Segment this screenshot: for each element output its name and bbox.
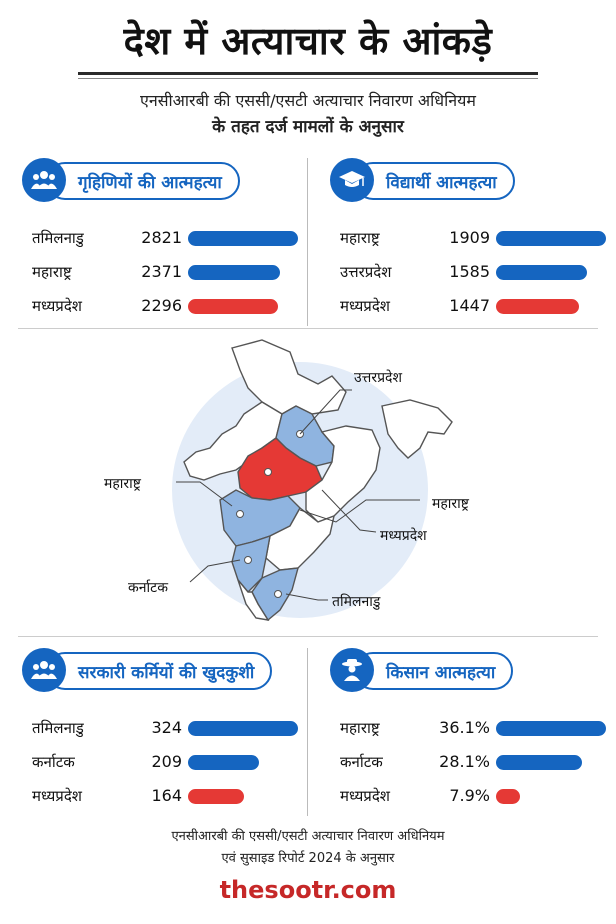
bar-value-label: 7.9% [449, 786, 490, 805]
title-divider-thin [78, 78, 538, 79]
bar-value-label: 36.1% [439, 718, 490, 737]
bar [496, 789, 520, 804]
farmer-icon [330, 648, 374, 692]
bar-row: कर्नाटक 28.1% [340, 748, 616, 776]
bar-value-label: 2371 [141, 262, 182, 281]
map-northeast [381, 399, 453, 459]
bar-row: महाराष्ट्र 1909 [340, 224, 616, 252]
bar [188, 231, 298, 246]
marker-mh [236, 510, 244, 518]
bar-category-label: महाराष्ट्र [32, 263, 72, 281]
bar-value-label: 28.1% [439, 752, 490, 771]
subtitle-line1: एनसीआरबी की एससी/एसटी अत्याचार निवारण अध… [139, 91, 476, 110]
marker-ka [244, 556, 252, 564]
bar-category-label: महाराष्ट्र [340, 229, 380, 247]
bar [496, 721, 606, 736]
bar-category-label: तमिलनाडु [32, 719, 84, 737]
chart-title-text: किसान आत्महत्या [386, 662, 496, 683]
bar-value-label: 209 [151, 752, 182, 771]
group-icon [22, 648, 66, 692]
bar-category-label: मध्यप्रदेश [32, 297, 83, 315]
bar [496, 299, 579, 314]
bar-row: कर्नाटक 209 [32, 748, 312, 776]
leader-ka [189, 559, 241, 583]
chart-panel-govt-employees: सरकारी कर्मियों की खुदकुशी तमिलनाडु 324 कर्… [22, 648, 304, 818]
map-label-ka: कर्नाटक [128, 580, 168, 596]
bar-category-label: मध्यप्रदेश [32, 787, 83, 805]
chart-title-text: गृहिणियों की आत्महत्या [78, 172, 222, 193]
map-label-mh-right: महाराष्ट्र [432, 496, 469, 512]
bar-row: उत्तरप्रदेश 1585 [340, 258, 616, 286]
subtitle-line2: के तहत दर्ज मामलों के अनुसार [212, 117, 404, 137]
map-label-tn: तमिलनाडु [332, 594, 381, 610]
page-title: देश में अत्याचार के आंकड़े [123, 19, 493, 63]
marker-mp [264, 468, 272, 476]
india-map [172, 339, 453, 622]
bar-row: महाराष्ट्र 36.1% [340, 714, 616, 742]
brand-logo-text: thesootr.com [219, 876, 397, 904]
map-label-up: उत्तरप्रदेश [354, 370, 402, 386]
section-divider-bottom [18, 636, 598, 637]
bar-row: मध्यप्रदेश 164 [32, 782, 312, 810]
bar-category-label: उत्तरप्रदेश [340, 263, 392, 281]
bar-category-label: मध्यप्रदेश [340, 297, 391, 315]
bar-category-label: कर्नाटक [340, 753, 383, 771]
group-icon [22, 158, 66, 202]
bar [188, 721, 298, 736]
bar-value-label: 1447 [449, 296, 490, 315]
bar-row: तमिलनाडु 324 [32, 714, 312, 742]
bar [496, 265, 587, 280]
chart-panel-housewives: गृहिणियों की आत्महत्या तमिलनाडु 2821 महाराष… [22, 158, 304, 328]
chart-title: सरकारी कर्मियों की खुदकुशी [46, 652, 273, 690]
map-south-east-states [265, 506, 335, 571]
bar-row: मध्यप्रदेश 7.9% [340, 782, 616, 810]
bar-value-label: 1585 [449, 262, 490, 281]
bar-category-label: कर्नाटक [32, 753, 75, 771]
chart-title-text: सरकारी कर्मियों की खुदकुशी [78, 662, 255, 683]
chart-panel-farmers: किसान आत्महत्या महाराष्ट्र 36.1% कर्नाटक 28.… [330, 648, 612, 818]
bar [188, 299, 278, 314]
marker-tn [274, 590, 282, 598]
bar-value-label: 2821 [141, 228, 182, 247]
leader-tn [285, 593, 328, 601]
map-label-mp: मध्यप्रदेश [380, 528, 427, 544]
bar-row: मध्यप्रदेश 2296 [32, 292, 312, 320]
bar-row: मध्यप्रदेश 1447 [340, 292, 616, 320]
leader-up [299, 389, 352, 435]
bar [496, 755, 582, 770]
bar-value-label: 2296 [141, 296, 182, 315]
leader-mh-left [176, 481, 233, 507]
title-divider [78, 72, 538, 75]
map-label-mh-left: महाराष्ट्र [104, 476, 141, 492]
graduation-cap-icon [330, 158, 374, 202]
map-kerala [237, 579, 270, 621]
bar [188, 789, 244, 804]
chart-title: गृहिणियों की आत्महत्या [46, 162, 240, 200]
footer-source-line2: एवं सुसाइड रिपोर्ट 2024 के अनुसार [221, 851, 395, 866]
chart-panel-students: विद्यार्थी आत्महत्या महाराष्ट्र 1909 उत्तरप… [330, 158, 612, 328]
chart-title-text: विद्यार्थी आत्महत्या [386, 172, 497, 193]
chart-title: किसान आत्महत्या [354, 652, 514, 690]
chart-title: विद्यार्थी आत्महत्या [354, 162, 515, 200]
section-divider-top [18, 328, 598, 329]
bar-value-label: 1909 [449, 228, 490, 247]
bar-category-label: मध्यप्रदेश [340, 787, 391, 805]
footer-source-line1: एनसीआरबी की एससी/एसटी अत्याचार निवारण अध… [171, 829, 445, 844]
bar [188, 755, 259, 770]
bar-row: महाराष्ट्र 2371 [32, 258, 312, 286]
bar [496, 231, 606, 246]
bar-value-label: 164 [151, 786, 182, 805]
leader-mh-right [299, 499, 420, 523]
bar [188, 265, 280, 280]
bar-value-label: 324 [151, 718, 182, 737]
bar-row: तमिलनाडु 2821 [32, 224, 312, 252]
panel-divider-top [307, 158, 308, 326]
bar-category-label: महाराष्ट्र [340, 719, 380, 737]
map-north-states [231, 339, 347, 415]
leader-mp [321, 489, 377, 533]
panel-divider-bottom [307, 648, 308, 816]
bar-category-label: तमिलनाडु [32, 229, 84, 247]
